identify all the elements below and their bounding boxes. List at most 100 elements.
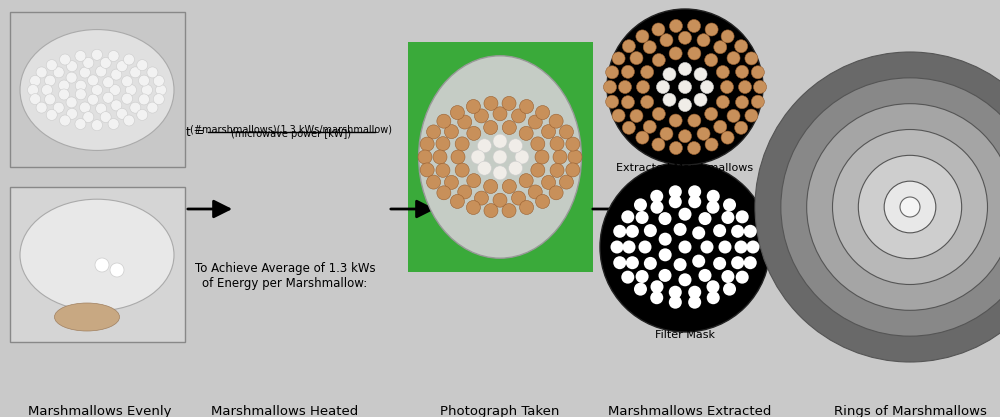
Ellipse shape	[621, 96, 634, 109]
Ellipse shape	[714, 41, 727, 54]
Ellipse shape	[550, 163, 564, 177]
Bar	[10, 12, 185, 167]
Ellipse shape	[122, 93, 133, 104]
Ellipse shape	[650, 190, 663, 203]
Ellipse shape	[674, 223, 687, 236]
Ellipse shape	[45, 94, 56, 105]
Text: Filter Mask: Filter Mask	[655, 330, 715, 340]
Ellipse shape	[736, 65, 749, 78]
Ellipse shape	[528, 115, 542, 129]
Ellipse shape	[618, 80, 632, 93]
Ellipse shape	[705, 108, 718, 121]
Ellipse shape	[697, 127, 710, 140]
Ellipse shape	[108, 50, 119, 61]
Text: Marshmallows Heated
on High Power: Marshmallows Heated on High Power	[211, 405, 359, 417]
Circle shape	[600, 162, 770, 332]
Ellipse shape	[147, 102, 158, 113]
Ellipse shape	[641, 65, 654, 78]
Ellipse shape	[678, 130, 692, 143]
Ellipse shape	[100, 58, 111, 68]
Circle shape	[858, 156, 962, 259]
Text: (microwave power [kW]): (microwave power [kW])	[231, 129, 351, 139]
Ellipse shape	[639, 241, 652, 254]
Ellipse shape	[83, 112, 94, 123]
Ellipse shape	[731, 256, 744, 269]
Ellipse shape	[130, 102, 141, 113]
Bar	[10, 187, 185, 342]
Ellipse shape	[641, 95, 654, 108]
Ellipse shape	[54, 303, 120, 331]
Ellipse shape	[669, 114, 682, 127]
Ellipse shape	[705, 23, 718, 36]
Ellipse shape	[512, 109, 526, 123]
Ellipse shape	[531, 137, 545, 151]
Ellipse shape	[95, 258, 109, 272]
Ellipse shape	[75, 118, 86, 130]
Ellipse shape	[660, 34, 673, 47]
Ellipse shape	[559, 125, 573, 139]
Ellipse shape	[612, 109, 625, 122]
Ellipse shape	[30, 75, 41, 86]
Ellipse shape	[20, 199, 174, 311]
Ellipse shape	[137, 60, 148, 70]
Ellipse shape	[124, 115, 134, 126]
Ellipse shape	[420, 137, 434, 151]
Ellipse shape	[433, 150, 447, 164]
Ellipse shape	[549, 114, 563, 128]
Ellipse shape	[650, 291, 663, 304]
Ellipse shape	[96, 103, 107, 114]
Ellipse shape	[656, 80, 670, 93]
Ellipse shape	[458, 115, 472, 129]
Ellipse shape	[58, 89, 69, 100]
Ellipse shape	[744, 256, 757, 269]
Text: To Achieve Average of 1.3 kWs
of Energy per Marshmallow:: To Achieve Average of 1.3 kWs of Energy …	[195, 262, 375, 290]
Ellipse shape	[87, 75, 98, 86]
Ellipse shape	[643, 120, 656, 133]
Ellipse shape	[111, 69, 122, 80]
Ellipse shape	[466, 201, 480, 214]
Ellipse shape	[731, 225, 744, 238]
Ellipse shape	[669, 20, 682, 33]
Text: (#marshmallows)(1.3 kWs/marshmallow): (#marshmallows)(1.3 kWs/marshmallow)	[190, 125, 392, 135]
Ellipse shape	[634, 283, 647, 296]
Ellipse shape	[111, 100, 122, 111]
Ellipse shape	[604, 80, 616, 93]
Text: t =: t =	[186, 126, 204, 138]
Ellipse shape	[477, 139, 491, 153]
Ellipse shape	[436, 163, 450, 177]
Ellipse shape	[735, 40, 748, 53]
Ellipse shape	[75, 50, 86, 61]
Ellipse shape	[688, 195, 701, 208]
Ellipse shape	[678, 241, 692, 254]
Ellipse shape	[458, 185, 472, 199]
Ellipse shape	[692, 226, 705, 239]
Ellipse shape	[713, 224, 726, 237]
Ellipse shape	[153, 75, 164, 86]
Ellipse shape	[484, 96, 498, 111]
Ellipse shape	[550, 137, 564, 151]
Ellipse shape	[451, 150, 465, 164]
Ellipse shape	[700, 80, 714, 93]
Ellipse shape	[66, 72, 77, 83]
Ellipse shape	[636, 270, 649, 283]
Ellipse shape	[643, 41, 656, 54]
Ellipse shape	[688, 286, 701, 299]
Ellipse shape	[678, 31, 692, 44]
Ellipse shape	[100, 112, 111, 123]
Ellipse shape	[621, 210, 634, 224]
Ellipse shape	[754, 80, 767, 93]
Ellipse shape	[621, 65, 634, 78]
Ellipse shape	[437, 114, 451, 128]
Ellipse shape	[58, 80, 69, 91]
Ellipse shape	[650, 201, 664, 214]
Ellipse shape	[79, 67, 90, 78]
Ellipse shape	[418, 150, 432, 164]
Ellipse shape	[493, 150, 507, 164]
Ellipse shape	[116, 108, 127, 119]
Ellipse shape	[46, 60, 57, 70]
Ellipse shape	[92, 49, 103, 60]
Ellipse shape	[735, 121, 748, 134]
Ellipse shape	[110, 85, 120, 95]
Ellipse shape	[130, 67, 141, 78]
Ellipse shape	[721, 30, 734, 43]
